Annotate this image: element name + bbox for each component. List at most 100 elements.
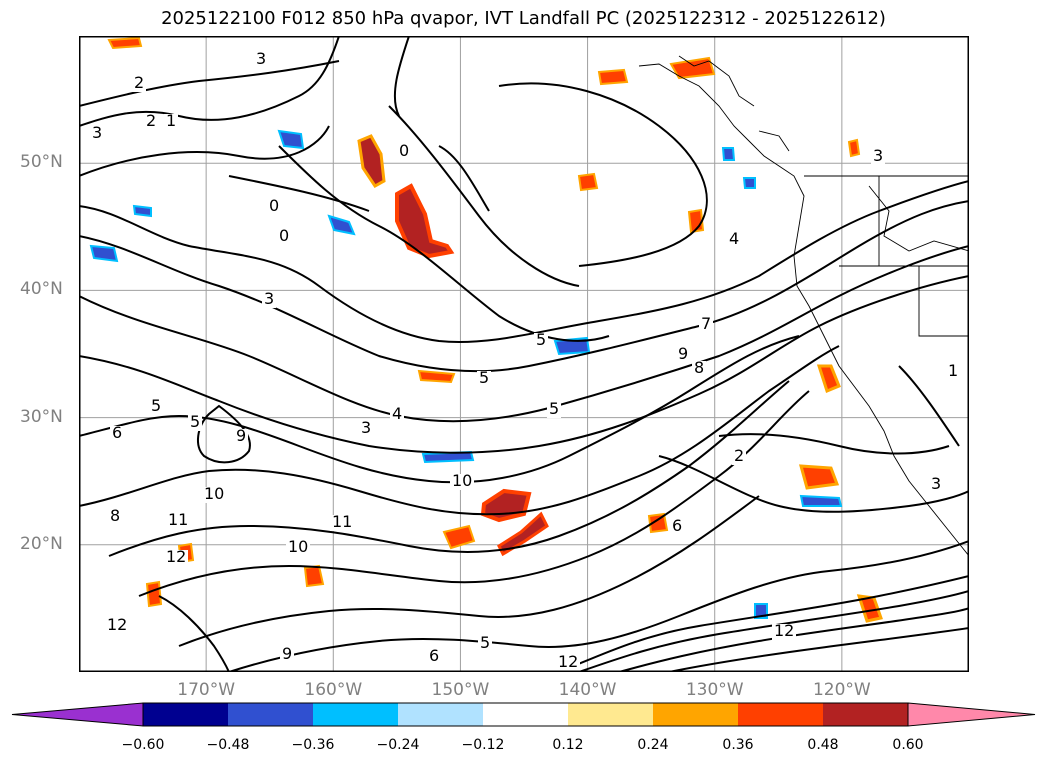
contour-label: 3: [931, 474, 941, 493]
colorbar-tick-label: −0.12: [461, 737, 505, 753]
contour-label: 8: [110, 506, 120, 525]
contour-label: 1: [166, 111, 176, 130]
patch: [597, 68, 629, 86]
colorbar-tick-label: 0.60: [892, 737, 924, 753]
colorbar-frame: [142, 702, 909, 727]
patch: [89, 244, 119, 263]
longitude-label: 120°W: [812, 680, 871, 700]
latitude-label: 50°N: [20, 152, 63, 173]
colorbar-tick-label: −0.48: [206, 737, 250, 753]
contour-label: 12: [558, 652, 578, 671]
contour-label-background: [105, 618, 129, 634]
patch: [847, 138, 861, 158]
contour-label: 8: [694, 358, 704, 377]
contour-label: 5: [151, 396, 161, 415]
contour-label-background: [267, 199, 281, 215]
patch: [145, 580, 163, 608]
contour-label: 4: [729, 229, 739, 248]
contour-label: 5: [479, 368, 489, 387]
coastline: [638, 55, 969, 557]
contour-label-background: [946, 364, 960, 380]
graticule: [79, 36, 969, 672]
contour-label: 6: [429, 646, 439, 665]
contour-label: 6: [112, 423, 122, 442]
contour-label-background: [286, 540, 310, 556]
contour-label-background: [277, 229, 291, 245]
patch: [816, 364, 841, 394]
contour-label-background: [280, 647, 294, 663]
contour-label: 0: [279, 226, 289, 245]
contour-label-background: [478, 636, 492, 652]
contour-label: 3: [92, 123, 102, 142]
patch: [357, 134, 386, 188]
contour-label: 10: [288, 537, 308, 556]
patch: [395, 183, 455, 259]
contour-label: 9: [678, 344, 688, 363]
contour-label-background: [670, 519, 684, 535]
contour-label-background: [164, 114, 178, 130]
patch: [303, 564, 325, 588]
contour-label: 2: [734, 446, 744, 465]
contour-label-background: [547, 402, 561, 418]
latitude-label: 40°N: [20, 279, 63, 300]
contour-label-background: [929, 477, 943, 493]
patch: [442, 524, 476, 550]
patch: [132, 204, 152, 218]
colorbar-tick-label: 0.48: [807, 737, 839, 753]
contour-label: 3: [361, 418, 371, 437]
colorbar-tick-label: −0.60: [121, 737, 165, 753]
contour-label-background: [397, 144, 411, 160]
contour-label-background: [132, 76, 146, 92]
contour-label-background: [732, 449, 746, 465]
colorbar-segment: [398, 703, 483, 726]
latitude-label: 20°N: [20, 533, 63, 554]
anomaly-patches-positive: [107, 36, 883, 623]
patch: [417, 369, 456, 384]
contour-label: 0: [399, 141, 409, 160]
contour-label: 11: [168, 510, 188, 529]
colorbar-tick-label: 0.12: [552, 737, 584, 753]
contour-label: 1: [948, 361, 958, 380]
colorbar-tick-label: 0.36: [722, 737, 754, 753]
contour-label: 4: [392, 404, 402, 423]
contour-label-background: [149, 399, 163, 415]
patch: [754, 603, 768, 619]
colorbar-segment: [313, 703, 398, 726]
contour-label: 10: [452, 471, 472, 490]
patch: [721, 147, 736, 161]
patch: [798, 464, 840, 490]
contour-label: 5: [536, 330, 546, 349]
contour-label: 5: [480, 633, 490, 652]
longitude-label: 140°W: [558, 680, 617, 700]
patch: [107, 36, 143, 50]
contour-label: 10: [204, 484, 224, 503]
colorbar-extend-max: [907, 702, 1036, 727]
colorbar-segment: [143, 703, 228, 726]
colorbar-extend-min: [11, 702, 144, 727]
colorbar-segment: [483, 703, 568, 726]
patch: [277, 129, 305, 150]
colorbar-segment: [823, 703, 908, 726]
contour-label-background: [534, 333, 548, 349]
contour-label-background: [166, 513, 190, 529]
contour-label: 3: [256, 49, 266, 68]
contour-label: 12: [774, 621, 794, 640]
contour-label-background: [110, 426, 124, 442]
contour-label-background: [477, 371, 491, 387]
longitude-label: 170°W: [177, 680, 236, 700]
colorbar: [11, 702, 1036, 727]
patch: [647, 512, 669, 534]
contour-label-background: [188, 415, 202, 431]
contour-label-background: [556, 655, 580, 671]
contour-label-background: [727, 232, 741, 248]
patch: [497, 511, 549, 557]
contour-label-background: [108, 509, 122, 525]
contour-label-background: [359, 421, 373, 437]
contour-label-background: [699, 317, 713, 333]
colorbar-segment: [228, 703, 313, 726]
contour-label-background: [772, 624, 796, 640]
colorbar-tick-label: −0.36: [291, 737, 335, 753]
patch: [577, 172, 599, 192]
